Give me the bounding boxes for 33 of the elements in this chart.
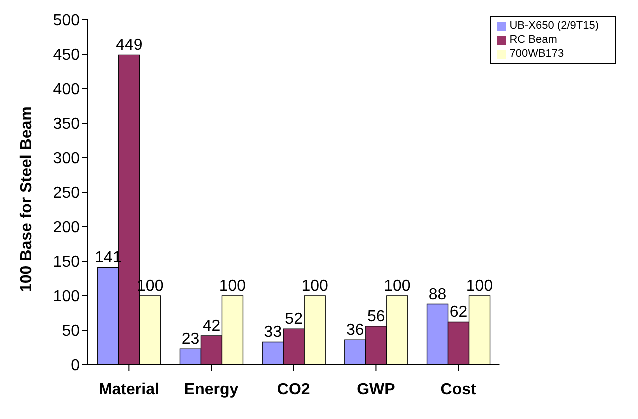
- data-label: 56: [368, 308, 386, 326]
- data-label: 42: [202, 318, 221, 336]
- y-tick-label: 300: [53, 150, 80, 168]
- data-label: 100: [219, 278, 246, 295]
- x-tick-label: CO2: [277, 381, 310, 398]
- y-tick-label: 250: [53, 185, 80, 202]
- data-label: 100: [466, 278, 494, 295]
- y-tick-label: 200: [53, 220, 80, 237]
- x-tick-label: GWP: [357, 381, 396, 398]
- x-tick-label: Cost: [440, 381, 478, 398]
- y-tick-label: 500: [53, 12, 80, 30]
- data-label: 52: [285, 311, 304, 328]
- data-label: 100: [302, 278, 329, 295]
- data-label: 100: [384, 278, 411, 295]
- y-tick-label: 50: [62, 323, 80, 340]
- y-tick-label: 400: [53, 82, 80, 99]
- x-tick-label: Material: [98, 381, 160, 398]
- legend-label: UB-X650 (2/9T15): [510, 20, 599, 32]
- legend-label: RC Beam: [510, 34, 558, 46]
- x-tick-label: Energy: [184, 381, 239, 398]
- y-tick-label: 100: [53, 288, 80, 306]
- data-label: 449: [116, 37, 143, 54]
- y-tick-label: 450: [53, 47, 80, 64]
- legend-label: 700WB173: [510, 48, 564, 60]
- y-tick-label: 150: [53, 254, 80, 272]
- y-tick-label: 0: [71, 358, 80, 375]
- y-tick-label: 350: [53, 116, 80, 134]
- data-label: 23: [182, 331, 200, 348]
- y-axis-title: 100 Base for Steel Beam: [18, 106, 36, 292]
- data-label: 88: [428, 286, 447, 304]
- data-label: 36: [346, 322, 364, 340]
- data-label: 33: [264, 324, 282, 342]
- data-label: 62: [450, 304, 468, 322]
